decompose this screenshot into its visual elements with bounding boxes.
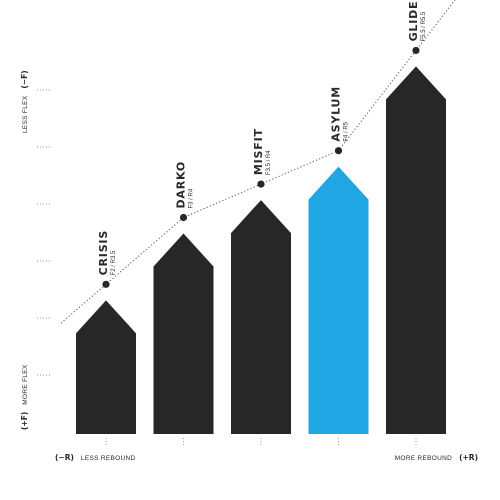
label-group-darko: DARKO F3 / R4 (175, 161, 195, 209)
bars-layer (76, 66, 446, 435)
bar-label-darko: DARKO (175, 161, 188, 209)
label-group-crisis: CRISIS F2 / R3.5 (97, 230, 117, 275)
bar-spec-glide: F5.5 / R5.5 (421, 11, 427, 41)
svg-text:MORE REBOUND (+R): MORE REBOUND (+R) (395, 447, 478, 464)
svg-text:LESS FLEX (−F): LESS FLEX (−F) (14, 70, 31, 133)
x-axis-left-symbol: (−R) (55, 453, 74, 462)
svg-text:(+F) MORE FLEX: (+F) MORE FLEX (14, 364, 31, 430)
trend-point-glide (412, 46, 420, 55)
bar-spec-asylum: F4 / R5 (344, 121, 350, 141)
bar-glide (386, 66, 446, 435)
bar-misfit (231, 200, 291, 434)
bar-label-asylum: ASYLUM (330, 86, 343, 142)
x-axis-left-label: LESS REBOUND (81, 455, 136, 462)
bar-spec-misfit: F3.5 / R4 (266, 150, 272, 175)
bar-spec-crisis: F2 / R3.5 (111, 250, 117, 275)
x-axis-right-symbol: (+R) (459, 453, 478, 462)
bar-spec-darko: F3 / R4 (189, 188, 195, 208)
bar-label-crisis: CRISIS (97, 230, 110, 275)
y-axis-top-label: LESS FLEX (22, 95, 29, 133)
bar-crisis (76, 300, 136, 434)
trend-layer (60, 0, 456, 324)
bar-asylum (308, 166, 369, 434)
y-axis-top-label-group: LESS FLEX (−F) (14, 70, 31, 133)
y-axis-bottom-label-group: (+F) MORE FLEX (14, 364, 31, 430)
bar-label-misfit: MISFIT (252, 128, 265, 175)
bar-label-glide: GLIDE (407, 1, 420, 42)
labels-layer: CRISIS F2 / R3.5 DARKO F3 / R4 MISFIT F3.5 / … (97, 1, 427, 276)
grid-layer (37, 89, 417, 446)
x-axis-right-label: MORE REBOUND (395, 455, 452, 462)
trend-point-crisis (102, 280, 110, 288)
y-axis-top-symbol: (−F) (20, 70, 29, 88)
label-group-misfit: MISFIT F3.5 / R4 (252, 128, 272, 175)
svg-text:(−R) LESS REBOUND: (−R) LESS REBOUND (55, 447, 135, 464)
trend-point-misfit (257, 180, 265, 188)
trend-point-darko (179, 213, 188, 222)
y-axis-bottom-label: MORE FLEX (22, 364, 29, 405)
label-group-asylum: ASYLUM F4 / R5 (330, 86, 350, 142)
trend-point-asylum (334, 147, 343, 155)
bar-darko (153, 233, 214, 434)
label-group-glide: GLIDE F5.5 / R5.5 (407, 1, 427, 42)
y-axis-bottom-symbol: (+F) (20, 412, 29, 430)
